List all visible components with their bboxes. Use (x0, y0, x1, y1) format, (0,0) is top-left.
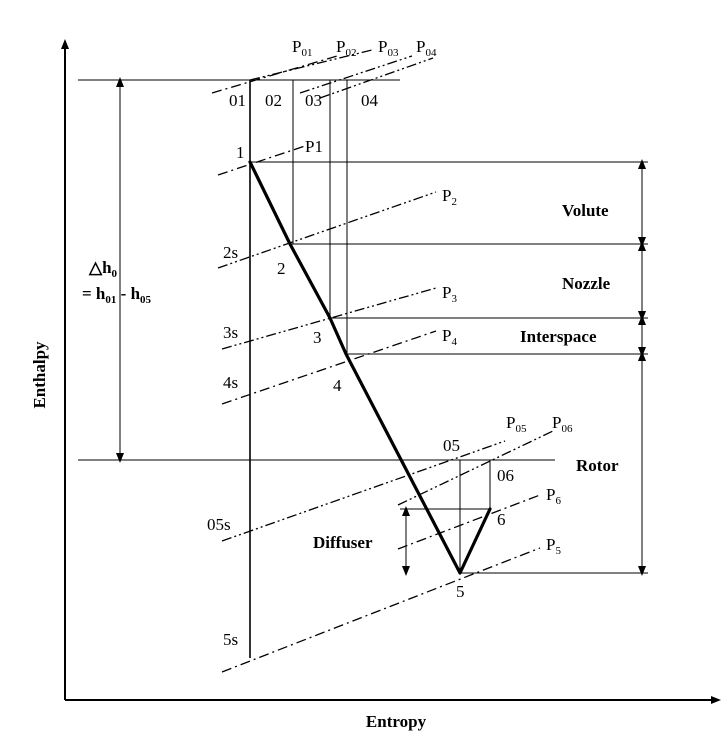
label-state-06: 06 (497, 466, 514, 485)
component-label-volute: Volute (562, 201, 609, 220)
label-state-04: 04 (361, 91, 379, 110)
label-p3: P3 (442, 283, 457, 305)
label-state-05s: 05s (207, 515, 231, 534)
label-state-3: 3 (313, 328, 322, 347)
label-state-2: 2 (277, 259, 286, 278)
label-state-05: 05 (443, 436, 460, 455)
isobar-p4 (221, 330, 437, 405)
component-label-nozzle: Nozzle (562, 274, 611, 293)
component-label-diffuser: Diffuser (313, 533, 373, 552)
component-label-rotor: Rotor (576, 456, 619, 475)
label-state-6: 6 (497, 510, 506, 529)
label-state-02: 02 (265, 91, 282, 110)
label-p04: P04 (416, 37, 437, 59)
isobar-p03 (299, 55, 413, 94)
label-p5: P5 (546, 535, 561, 557)
isobar-p6 (397, 494, 541, 550)
label-p06: P06 (552, 413, 573, 435)
label-p01: P01 (292, 37, 312, 59)
total-enthalpy-drop-label-line2: = h01 - h05 (82, 284, 152, 306)
component-label-interspace: Interspace (520, 327, 597, 346)
label-state-2s: 2s (223, 243, 238, 262)
label-state-3s: 3s (223, 323, 238, 342)
isobar-p2 (217, 191, 437, 269)
entropy-axis-label: Entropy (366, 712, 427, 731)
label-p6: P6 (546, 485, 561, 507)
label-state-4: 4 (333, 376, 342, 395)
isobar-p06 (397, 430, 554, 506)
isobar-p04 (319, 57, 434, 99)
label-p1: P1 (305, 137, 323, 156)
label-p4: P4 (442, 326, 457, 348)
label-p03: P03 (378, 37, 399, 59)
label-state-01: 01 (229, 91, 246, 110)
label-state-5s: 5s (223, 630, 238, 649)
label-state-1: 1 (236, 143, 245, 162)
isobar-p05 (221, 440, 506, 542)
label-p02: P02 (336, 37, 356, 59)
label-p05: P05 (506, 413, 527, 435)
isobar-p1 (217, 145, 306, 176)
expansion-process-line (248, 160, 492, 575)
label-p2: P2 (442, 186, 457, 208)
enthalpy-axis-label: Enthalpy (30, 341, 49, 409)
label-state-5: 5 (456, 582, 465, 601)
label-state-03: 03 (305, 91, 322, 110)
label-state-4s: 4s (223, 373, 238, 392)
isobar-p5 (221, 547, 541, 673)
total-enthalpy-drop-label-line1: △h0 (88, 258, 118, 280)
